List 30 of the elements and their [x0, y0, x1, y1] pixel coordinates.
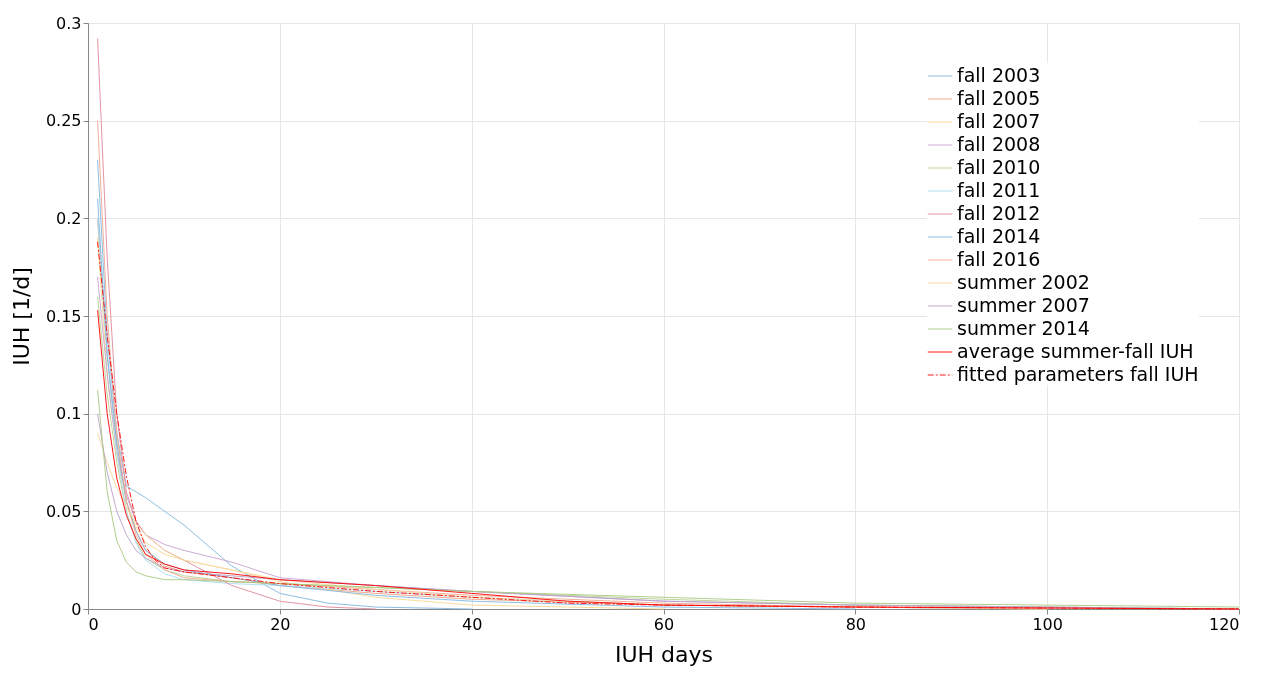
legend-label: fall 2010 — [957, 156, 1041, 178]
x-tick-label: 40 — [461, 614, 483, 634]
y-axis-title: IUH [1/d] — [8, 267, 34, 366]
legend-label: fall 2007 — [957, 110, 1041, 132]
y-tick-label: 0.1 — [56, 404, 82, 424]
y-tick-label: 0.25 — [45, 111, 82, 131]
x-tick-label: 0 — [88, 614, 99, 634]
x-tick-label: 60 — [653, 614, 675, 634]
legend-label: summer 2007 — [957, 294, 1090, 316]
x-axis-title: IUH days — [614, 641, 714, 667]
legend-label: fitted parameters fall IUH — [957, 363, 1199, 385]
legend-label: fall 2011 — [957, 179, 1041, 201]
legend-label: average summer-fall IUH — [957, 340, 1194, 362]
y-tick-label: 0.05 — [45, 501, 82, 521]
legend-label: summer 2014 — [957, 317, 1090, 339]
legend-label: fall 2005 — [957, 87, 1041, 109]
legend-label: fall 2014 — [957, 225, 1041, 247]
x-tick-label: 100 — [1032, 614, 1063, 634]
y-tick-label: 0.2 — [56, 208, 82, 228]
x-tick-label: 20 — [270, 614, 291, 634]
legend-label: fall 2016 — [957, 248, 1041, 270]
y-tick-label: 0 — [71, 599, 82, 619]
x-tick-label: 80 — [845, 614, 867, 634]
y-tick-label: 0.3 — [56, 13, 82, 33]
x-tick-label: 120 — [1208, 614, 1240, 634]
y-tick-label: 0.15 — [45, 306, 82, 326]
legend-label: fall 2003 — [957, 64, 1041, 86]
legend-label: fall 2012 — [957, 202, 1041, 224]
legend-label: summer 2002 — [957, 271, 1090, 293]
legend-label: fall 2008 — [957, 133, 1041, 155]
